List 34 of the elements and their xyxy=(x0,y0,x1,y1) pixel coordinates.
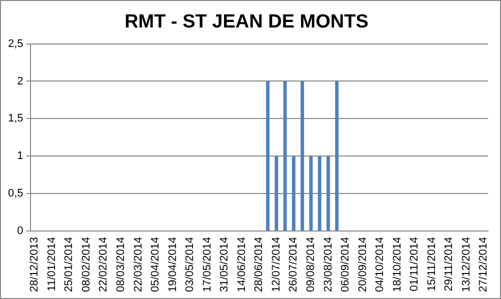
x-tick-label: 23/08/2014 xyxy=(322,236,334,292)
y-tick-label: 2,5 xyxy=(8,38,24,50)
x-tick-label: 08/03/2014 xyxy=(115,236,127,292)
x-tick-label: 01/11/2014 xyxy=(408,236,421,292)
x-tick-label: 25/01/2014 xyxy=(63,236,76,292)
x-tick-label: 28/12/2013 xyxy=(28,236,41,292)
x-tick-label: 27/12/2014 xyxy=(478,236,490,292)
x-tick-label: 03/05/2014 xyxy=(184,236,196,292)
x-tick-label: 15/11/2014 xyxy=(426,236,438,292)
x-tick-label: 22/02/2014 xyxy=(98,236,110,292)
x-tick-label: 09/08/2014 xyxy=(304,236,317,292)
y-tick-label: 1,5 xyxy=(8,112,24,125)
x-tick-label: 08/02/2014 xyxy=(80,236,92,292)
x-tick-label: 13/12/2014 xyxy=(460,236,472,292)
x-tick-label: 04/10/2014 xyxy=(374,236,386,292)
x-tick-label: 14/06/2014 xyxy=(236,236,248,292)
y-tick-label: 0,5 xyxy=(8,188,24,200)
y-tick-label: 2 xyxy=(17,75,24,88)
x-tick-label: 29/11/2014 xyxy=(443,236,456,292)
x-tick-label: 17/05/2014 xyxy=(201,236,214,292)
y-tick-label: 0 xyxy=(17,224,24,237)
x-tick-label: 20/09/2014 xyxy=(356,236,369,292)
x-tick-label: 28/06/2014 xyxy=(253,236,266,292)
x-tick-label: 22/03/2014 xyxy=(132,236,144,292)
x-tick-label: 19/04/2014 xyxy=(166,236,179,292)
x-tick-label: 05/04/2014 xyxy=(150,236,162,292)
x-tick-label: 31/05/2014 xyxy=(218,236,231,292)
chart-title: RMT - ST JEAN DE MONTS xyxy=(124,12,368,33)
x-tick-label: 26/07/2014 xyxy=(288,236,300,292)
x-tick-label: 18/10/2014 xyxy=(391,236,404,292)
x-tick-label: 06/09/2014 xyxy=(340,236,352,292)
x-tick-label: 12/07/2014 xyxy=(270,236,282,292)
y-tick-label: 1 xyxy=(17,150,24,162)
x-tick-label: 11/01/2014 xyxy=(46,236,58,292)
